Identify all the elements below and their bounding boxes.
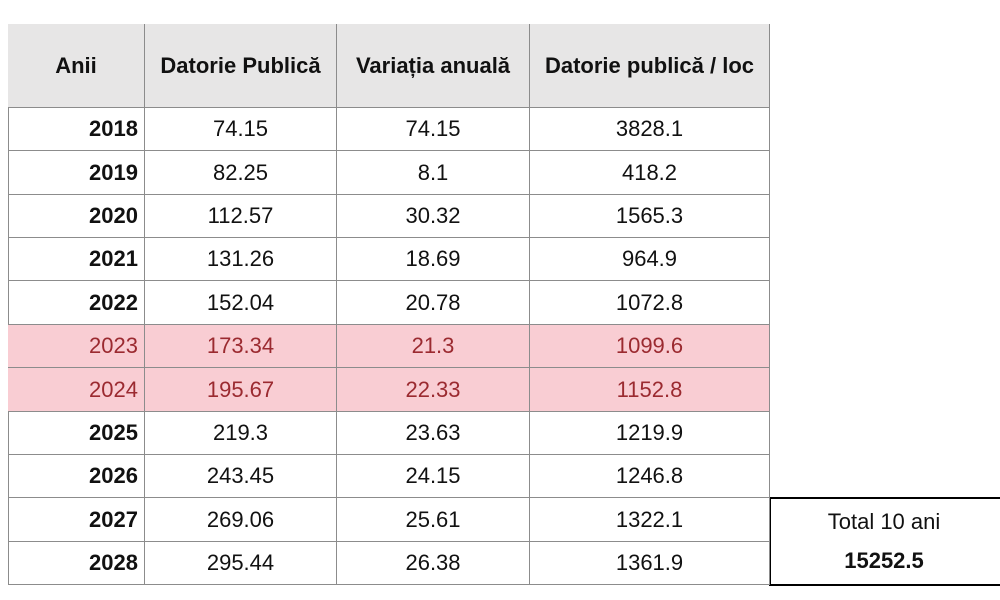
value-cell: 195.67 bbox=[145, 368, 337, 412]
year-cell: 2028 bbox=[8, 542, 145, 585]
value-cell: 74.15 bbox=[145, 108, 337, 151]
total-value: 15252.5 bbox=[844, 547, 924, 573]
value-cell: 1152.8 bbox=[530, 368, 770, 412]
year-cell: 2020 bbox=[8, 195, 145, 238]
value-cell: 418.2 bbox=[530, 151, 770, 195]
value-cell: 152.04 bbox=[145, 281, 337, 325]
value-cell: 23.63 bbox=[337, 412, 530, 455]
value-cell: 1099.6 bbox=[530, 325, 770, 368]
value-cell: 1361.9 bbox=[530, 542, 770, 585]
year-cell: 2024 bbox=[8, 368, 145, 412]
value-cell: 964.9 bbox=[530, 238, 770, 281]
value-cell: 25.61 bbox=[337, 498, 530, 542]
value-cell: 21.3 bbox=[337, 325, 530, 368]
value-cell: 26.38 bbox=[337, 542, 530, 585]
total-box: Total 10 ani 15252.5 bbox=[769, 497, 1000, 586]
value-cell: 74.15 bbox=[337, 108, 530, 151]
value-cell: 112.57 bbox=[145, 195, 337, 238]
value-cell: 1219.9 bbox=[530, 412, 770, 455]
value-cell: 82.25 bbox=[145, 151, 337, 195]
value-cell: 20.78 bbox=[337, 281, 530, 325]
value-cell: 269.06 bbox=[145, 498, 337, 542]
year-cell: 2025 bbox=[8, 412, 145, 455]
value-cell: 18.69 bbox=[337, 238, 530, 281]
header-cell: Variația anuală bbox=[337, 24, 530, 108]
year-cell: 2021 bbox=[8, 238, 145, 281]
value-cell: 1322.1 bbox=[530, 498, 770, 542]
value-cell: 219.3 bbox=[145, 412, 337, 455]
value-cell: 295.44 bbox=[145, 542, 337, 585]
value-cell: 131.26 bbox=[145, 238, 337, 281]
value-cell: 1072.8 bbox=[530, 281, 770, 325]
value-cell: 22.33 bbox=[337, 368, 530, 412]
value-cell: 24.15 bbox=[337, 455, 530, 498]
header-cell: Datorie publică / loc bbox=[530, 24, 770, 108]
header-cell: Anii bbox=[8, 24, 145, 108]
year-cell: 2027 bbox=[8, 498, 145, 542]
year-cell: 2022 bbox=[8, 281, 145, 325]
year-cell: 2018 bbox=[8, 108, 145, 151]
value-cell: 1246.8 bbox=[530, 455, 770, 498]
year-cell: 2019 bbox=[8, 151, 145, 195]
value-cell: 243.45 bbox=[145, 455, 337, 498]
total-label: Total 10 ani bbox=[827, 509, 941, 535]
value-cell: 30.32 bbox=[337, 195, 530, 238]
value-cell: 1565.3 bbox=[530, 195, 770, 238]
value-cell: 3828.1 bbox=[530, 108, 770, 151]
year-cell: 2026 bbox=[8, 455, 145, 498]
value-cell: 173.34 bbox=[145, 325, 337, 368]
value-cell: 8.1 bbox=[337, 151, 530, 195]
year-cell: 2023 bbox=[8, 325, 145, 368]
header-cell: Datorie Publică bbox=[145, 24, 337, 108]
